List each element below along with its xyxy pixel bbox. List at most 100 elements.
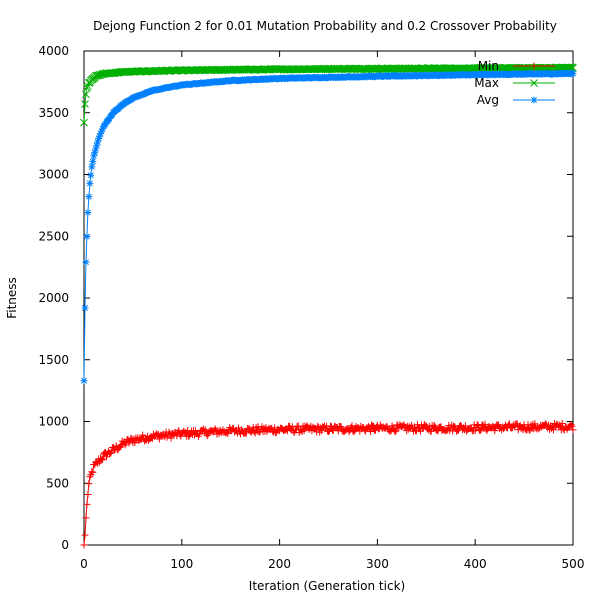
x-tick-label: 200 (268, 557, 291, 571)
data-point-min (325, 428, 332, 436)
legend-swatch-marker (530, 79, 538, 87)
data-point-min (314, 422, 322, 430)
data-point-min (271, 424, 279, 432)
data-point-min (505, 420, 513, 428)
legend-item-min: Min (478, 59, 555, 73)
data-point-min (297, 426, 305, 434)
x-tick-label: 400 (464, 557, 487, 571)
legend-item-avg: Avg (477, 93, 555, 107)
data-point-max (81, 100, 89, 108)
data-point-min (81, 531, 89, 539)
y-tick-label: 1500 (38, 353, 69, 367)
data-point-min (408, 421, 416, 429)
data-point-avg (81, 304, 89, 312)
data-point-min (337, 423, 345, 431)
data-point-avg (98, 127, 106, 135)
data-point-avg (92, 145, 100, 153)
data-point-min (425, 422, 433, 430)
data-point-min (99, 455, 107, 463)
data-point-min (367, 428, 375, 436)
legend-label: Avg (477, 93, 499, 107)
data-point-avg (97, 130, 105, 138)
y-axis-label: Fitness (5, 277, 19, 319)
data-point-avg (86, 179, 94, 187)
series-layer (80, 63, 577, 549)
data-point-avg (102, 120, 110, 128)
data-point-avg (80, 377, 88, 385)
data-point-min (481, 420, 489, 428)
data-point-avg (99, 125, 107, 133)
x-axis-label: Iteration (Generation tick) (249, 579, 405, 593)
data-point-min (371, 426, 379, 434)
x-axis: 0 100 200 300 400 500 (80, 51, 584, 571)
data-point-min (350, 428, 358, 436)
series-line-avg (83, 72, 574, 381)
data-point-min (242, 429, 250, 437)
data-point-min (88, 468, 96, 476)
data-point-min (247, 428, 255, 436)
legend-label: Max (474, 76, 499, 90)
data-point-min (102, 453, 110, 461)
y-tick-label: 500 (46, 476, 69, 490)
legend-label: Min (478, 59, 499, 73)
legend: Min Max Avg (474, 59, 555, 107)
data-point-avg (84, 208, 92, 216)
data-point-avg (94, 138, 102, 146)
data-point-min (555, 421, 563, 429)
data-point-min (391, 428, 399, 436)
x-tick-label: 100 (170, 557, 193, 571)
data-point-min (184, 426, 192, 434)
data-point-min (477, 425, 485, 433)
data-point-min (369, 422, 377, 430)
y-tick-label: 0 (61, 538, 69, 552)
data-point-min (203, 432, 211, 440)
data-point-avg (95, 134, 103, 142)
data-point-min (430, 421, 438, 429)
data-point-min (106, 449, 114, 457)
data-point-min (489, 422, 497, 430)
data-point-min (491, 427, 499, 435)
data-point-avg (96, 132, 104, 140)
data-point-min (85, 480, 93, 488)
x-tick-label: 0 (80, 557, 88, 571)
data-point-max (569, 63, 577, 72)
x-tick-label: 300 (366, 557, 389, 571)
data-point-min (80, 541, 88, 549)
y-tick-label: 2000 (38, 291, 69, 305)
y-axis: 0 500 1000 1500 2000 2500 3000 3500 4000 (38, 44, 573, 552)
data-point-min (224, 430, 232, 438)
data-point-avg (88, 163, 96, 171)
data-point-min (82, 514, 90, 522)
data-point-avg (108, 110, 116, 118)
data-point-min (392, 427, 400, 435)
data-point-max (80, 118, 88, 127)
data-point-min (568, 422, 576, 430)
data-point-min (201, 426, 209, 434)
data-point-min (121, 441, 129, 449)
data-point-min (476, 427, 484, 435)
data-point-avg (90, 152, 98, 160)
series-line-min (83, 422, 574, 546)
legend-item-max: Max (474, 76, 555, 90)
data-point-min (167, 434, 175, 442)
data-point-min (89, 468, 97, 476)
data-point-min (348, 422, 356, 430)
legend-swatch-marker (530, 96, 538, 104)
data-point-min (84, 490, 92, 498)
series-max (80, 63, 577, 127)
data-point-avg (82, 258, 90, 266)
data-point-avg (93, 141, 101, 149)
series-avg (80, 69, 577, 385)
x-tick-label: 500 (562, 557, 585, 571)
plot-frame (83, 50, 574, 546)
y-tick-label: 3500 (38, 106, 69, 120)
data-point-avg (89, 157, 97, 165)
data-point-avg (91, 149, 99, 157)
data-point-avg (83, 232, 91, 240)
data-point-min (558, 420, 566, 428)
data-point-avg (105, 115, 113, 123)
data-point-min (139, 431, 147, 439)
data-point-max (82, 90, 90, 99)
data-point-avg (87, 171, 95, 179)
data-point-min (569, 426, 577, 434)
